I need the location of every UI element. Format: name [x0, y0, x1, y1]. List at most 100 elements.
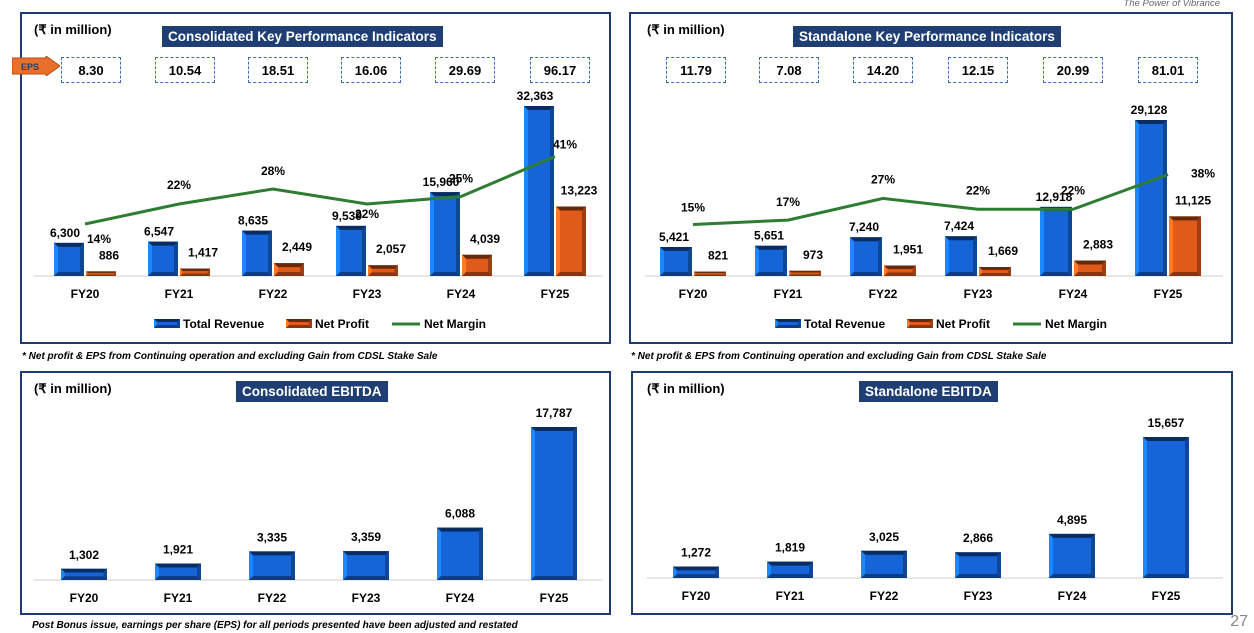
ebitda-data-label: 17,787 — [536, 406, 573, 420]
revenue-bar — [54, 242, 84, 276]
profit-bar — [368, 265, 398, 276]
profit-data-label: 13,223 — [561, 184, 598, 198]
ebitda-data-label: 1,302 — [69, 548, 99, 562]
ebitda-bar — [531, 427, 577, 580]
x-tick-label: FY21 — [164, 591, 193, 605]
standalone-ebitda-chart: 1,272 FY20 1,819 FY21 3,025 FY22 2,866 FY23 4,89… — [647, 416, 1223, 603]
legend-revenue-label: Total Revenue — [183, 317, 264, 331]
profit-bar — [1169, 216, 1201, 276]
ebitda-bar — [1049, 533, 1095, 578]
unit-label: (₹ in million) — [34, 381, 112, 396]
ebitda-bar — [861, 550, 907, 578]
profit-bar — [884, 265, 916, 276]
revenue-bar — [148, 241, 178, 276]
margin-data-label: 25% — [449, 172, 473, 186]
revenue-bar — [524, 106, 554, 276]
x-tick-label: FY25 — [541, 287, 570, 301]
ebitda-bar — [155, 563, 201, 580]
profit-data-label: 1,951 — [893, 243, 923, 257]
footnote: * Net profit & EPS from Continuing opera… — [22, 351, 438, 362]
eps-label: EPS — [21, 62, 39, 72]
margin-data-label: 38% — [1191, 167, 1215, 181]
tagline: The Power of Vibrance — [1123, 0, 1220, 9]
ebitda-bar — [61, 568, 107, 580]
eps-value: 81.01 — [1138, 57, 1198, 83]
ebitda-data-label: 1,272 — [681, 546, 711, 560]
consolidated-ebitda-chart: 1,302 FY20 1,921 FY21 3,335 FY22 3,359 FY23 6,08… — [34, 406, 602, 605]
x-tick-label: FY23 — [964, 287, 993, 301]
page-number: 27 — [1230, 613, 1248, 630]
margin-data-label: 22% — [1061, 183, 1085, 197]
margin-data-label: 27% — [871, 172, 895, 186]
eps-arrow-icon: EPS — [12, 56, 60, 76]
revenue-bar — [336, 225, 366, 276]
revenue-bar — [1135, 120, 1167, 276]
revenue-data-label: 9,539 — [332, 209, 362, 223]
net-margin-line — [692, 173, 1169, 226]
x-tick-label: FY20 — [682, 589, 711, 603]
margin-data-label: 15% — [681, 200, 705, 214]
eps-value: 14.20 — [853, 57, 913, 83]
x-tick-label: FY24 — [446, 591, 475, 605]
margin-data-label: 22% — [966, 183, 990, 197]
ebitda-data-label: 1,819 — [775, 541, 805, 555]
x-tick-label: FY20 — [71, 287, 100, 301]
revenue-data-label: 6,300 — [50, 226, 80, 240]
revenue-data-label: 8,635 — [238, 214, 268, 228]
margin-data-label: 14% — [87, 232, 111, 246]
profit-data-label: 1,417 — [188, 246, 218, 260]
x-tick-label: FY24 — [1059, 287, 1088, 301]
revenue-data-label: 7,240 — [849, 220, 879, 234]
profit-bar — [1074, 260, 1106, 276]
revenue-bar — [945, 236, 977, 276]
eps-value: 20.99 — [1043, 57, 1103, 83]
ebitda-bar — [437, 527, 483, 580]
revenue-bar — [660, 246, 692, 276]
consolidated-ebitda-panel: (₹ in million) Consolidated EBITDA 1,302… — [20, 371, 611, 615]
eps-value: 12.15 — [948, 57, 1008, 83]
legend-profit-label: Net Profit — [315, 317, 369, 331]
ebitda-data-label: 3,359 — [351, 530, 381, 544]
footnote: * Net profit & EPS from Continuing opera… — [631, 351, 1047, 362]
revenue-bar — [430, 192, 460, 276]
x-tick-label: FY21 — [776, 589, 805, 603]
x-tick-label: FY20 — [679, 287, 708, 301]
profit-data-label: 11,125 — [1175, 193, 1211, 207]
profit-bar — [694, 271, 726, 276]
profit-data-label: 821 — [708, 249, 728, 263]
legend-revenue-label: Total Revenue — [804, 317, 885, 331]
revenue-bar — [755, 245, 787, 276]
legend-revenue-swatch — [154, 319, 180, 328]
x-tick-label: FY22 — [870, 589, 899, 603]
profit-bar — [180, 268, 210, 276]
legend-margin-label: Net Margin — [1045, 317, 1107, 331]
panel-title: Standalone EBITDA — [859, 381, 998, 402]
revenue-data-label: 29,128 — [1131, 103, 1168, 117]
x-tick-label: FY22 — [259, 287, 288, 301]
consolidated-kpi-panel: (₹ in million) Consolidated Key Performa… — [20, 12, 611, 344]
profit-bar — [86, 271, 116, 276]
eps-value: 18.51 — [248, 57, 308, 83]
ebitda-data-label: 6,088 — [445, 507, 475, 521]
standalone-kpi-chart: 5,421 821 FY20 5,651 973 FY21 7,240 1,951 FY22 7,… — [645, 103, 1223, 331]
unit-label: (₹ in million) — [34, 22, 112, 37]
profit-data-label: 1,669 — [988, 244, 1018, 258]
margin-data-label: 28% — [261, 164, 285, 178]
legend-margin-label: Net Margin — [424, 317, 486, 331]
standalone-kpi-panel: (₹ in million) Standalone Key Performanc… — [629, 12, 1233, 344]
ebitda-bar — [673, 566, 719, 578]
ebitda-data-label: 4,895 — [1057, 513, 1087, 527]
profit-bar — [979, 267, 1011, 276]
profit-data-label: 2,057 — [376, 242, 406, 256]
eps-value: 10.54 — [155, 57, 215, 83]
eps-value: 96.17 — [530, 57, 590, 83]
margin-data-label: 17% — [776, 195, 800, 209]
x-tick-label: FY21 — [774, 287, 803, 301]
consolidated-kpi-chart: 6,300 886 FY20 6,547 1,417 FY21 8,635 2,449 FY22… — [34, 89, 602, 331]
eps-value: 11.79 — [666, 57, 726, 83]
x-tick-label: FY22 — [869, 287, 898, 301]
revenue-bar — [1040, 206, 1072, 276]
revenue-data-label: 5,421 — [659, 230, 689, 244]
legend-profit-swatch — [907, 319, 933, 328]
unit-label: (₹ in million) — [647, 381, 725, 396]
